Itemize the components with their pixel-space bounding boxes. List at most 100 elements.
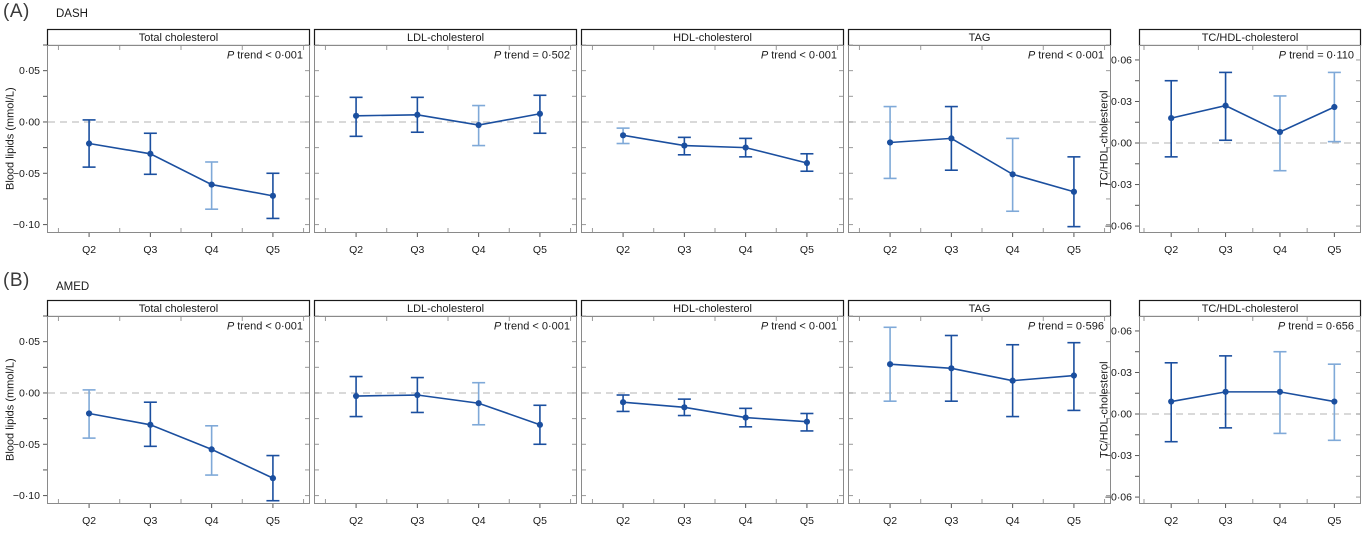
data-point	[948, 365, 955, 372]
row-a-corner-label: (A)	[3, 1, 30, 22]
y-tick-label: −0·03	[1105, 450, 1132, 462]
data-point	[208, 446, 215, 453]
panel-b-hdl-cholesterol: HDL-cholesterol Q2 Q3 Q4 Q5 P trend < 0·001	[580, 299, 845, 527]
plot-area	[848, 45, 1111, 233]
x-tick-label: Q3	[1219, 515, 1233, 527]
y-tick-label: 0·03	[1111, 367, 1132, 379]
x-tick-label: Q3	[1219, 244, 1233, 256]
trend-line	[890, 137, 1075, 193]
plot-area	[314, 45, 577, 233]
data-point	[475, 400, 482, 407]
x-tick-label: Q5	[266, 244, 280, 256]
y-tick-label: −0·03	[1105, 179, 1132, 191]
y-axis-title-tc-hdl-a: TC/HDL-cholesterol	[1098, 90, 1111, 188]
y-axis-title-tc-hdl-b: TC/HDL-cholesterol	[1098, 361, 1111, 459]
y-tick-label: −0·06	[1105, 221, 1132, 233]
x-tick-label: Q4	[1006, 244, 1020, 256]
p-trend-label: P trend < 0·001	[1028, 50, 1104, 62]
data-point	[619, 132, 627, 139]
data-point	[352, 112, 360, 119]
x-tick-label: Q4	[472, 244, 486, 256]
row-b-diet-label: AMED	[56, 281, 90, 293]
trend-line	[356, 394, 541, 426]
x-tick-label: Q4	[472, 515, 486, 527]
p-trend-label: P trend < 0·001	[761, 321, 837, 333]
data-point	[1168, 114, 1175, 122]
x-tick-label: Q4	[205, 515, 219, 527]
trend-line	[623, 401, 807, 423]
x-tick-label: Q4	[739, 244, 753, 256]
y-tick-label: 0·00	[19, 387, 40, 399]
panel-a-total-cholesterol: Total cholesterol 0·05 0·00 −0·05 −0·10 Q2 Q3 Q…	[13, 28, 311, 256]
x-tick-label: Q2	[1164, 515, 1178, 527]
data-point	[1222, 102, 1229, 109]
data-point	[948, 135, 955, 142]
data-point	[269, 475, 277, 482]
data-point	[681, 404, 688, 411]
plot-area	[47, 45, 310, 233]
panel-b-tag: TAG Q2 Q3 Q4 Q5 P trend = 0·596	[847, 299, 1112, 527]
data-point	[1070, 372, 1078, 379]
trend-line	[1171, 391, 1335, 403]
x-tick-label: Q2	[616, 244, 630, 256]
x-tick-label: Q5	[533, 244, 547, 256]
panel-a-hdl-cholesterol: HDL-cholesterol Q2 Q3 Q4 Q5 P trend < 0·001	[580, 28, 845, 256]
p-trend-label: P trend < 0·001	[494, 321, 570, 333]
y-tick-label: 0·00	[1111, 138, 1132, 150]
data-point	[1331, 398, 1338, 405]
data-point	[147, 150, 154, 157]
x-tick-label: Q5	[266, 515, 280, 527]
y-axis-title-blood-lipids-b: Blood lipids (mmol/L)	[4, 358, 17, 462]
y-tick-label: 0·06	[1111, 325, 1132, 337]
x-tick-label: Q3	[944, 515, 958, 527]
x-tick-label: Q2	[616, 515, 630, 527]
x-tick-label: Q3	[410, 515, 424, 527]
plot-area	[1139, 45, 1361, 233]
y-tick-label: 0·05	[19, 336, 40, 348]
x-tick-label: Q5	[1327, 515, 1341, 527]
x-tick-label: Q3	[410, 244, 424, 256]
row-b-corner-label: (B)	[3, 270, 30, 291]
x-tick-label: Q3	[677, 515, 691, 527]
x-tick-label: Q4	[205, 244, 219, 256]
plot-area	[47, 316, 310, 504]
panel-title: HDL-cholesterol	[673, 32, 752, 44]
panel-title: TAG	[969, 32, 991, 44]
plot-area	[1139, 316, 1361, 504]
panel-a-tag: TAG Q2 Q3 Q4 Q5 P trend < 0·001	[847, 28, 1112, 256]
x-tick-label: Q4	[1273, 515, 1287, 527]
y-tick-label: −0·05	[13, 439, 40, 451]
row-a-diet-label: DASH	[56, 8, 88, 20]
data-point	[1222, 388, 1229, 395]
panel-title: TC/HDL-cholesterol	[1202, 303, 1299, 315]
data-point	[681, 142, 688, 149]
data-point	[1276, 388, 1284, 395]
x-tick-label: Q3	[677, 244, 691, 256]
y-tick-label: 0·05	[19, 65, 40, 77]
data-point	[536, 110, 544, 117]
x-tick-label: Q3	[143, 244, 157, 256]
p-trend-label: P trend < 0·001	[761, 50, 837, 62]
y-axis-title-blood-lipids-a: Blood lipids (mmol/L)	[4, 87, 17, 191]
panel-title: TAG	[969, 303, 991, 315]
y-tick-label: 0·00	[19, 116, 40, 128]
x-tick-label: Q5	[1067, 244, 1081, 256]
x-tick-label: Q2	[82, 515, 96, 527]
data-point	[269, 192, 277, 199]
x-tick-label: Q4	[1006, 515, 1020, 527]
x-tick-label: Q5	[1327, 244, 1341, 256]
x-tick-label: Q5	[533, 515, 547, 527]
y-tick-label: 0·03	[1111, 96, 1132, 108]
p-trend-label: P trend = 0·502	[494, 50, 570, 62]
data-point	[85, 410, 93, 417]
panel-title: LDL-cholesterol	[407, 32, 484, 44]
data-point	[208, 181, 215, 188]
panel-title: TC/HDL-cholesterol	[1202, 32, 1299, 44]
x-tick-label: Q5	[1067, 515, 1081, 527]
trend-line	[1171, 104, 1335, 133]
x-tick-label: Q3	[944, 244, 958, 256]
y-tick-label: −0·06	[1105, 492, 1132, 504]
plot-area	[848, 316, 1111, 504]
